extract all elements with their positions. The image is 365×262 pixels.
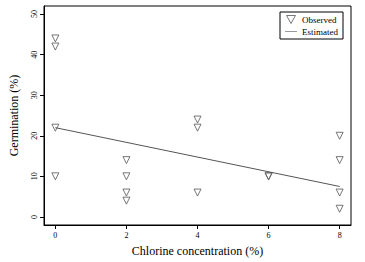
svg-text:4: 4	[196, 231, 200, 240]
svg-text:40: 40	[30, 51, 39, 59]
svg-text:Estimated: Estimated	[302, 27, 338, 37]
svg-text:Germination (%): Germination (%)	[7, 75, 21, 157]
svg-text:30: 30	[30, 91, 39, 99]
svg-text:6: 6	[267, 231, 271, 240]
svg-text:0: 0	[30, 215, 39, 219]
svg-text:20: 20	[30, 132, 39, 140]
svg-text:10: 10	[30, 172, 39, 180]
svg-text:Chlorine concentration (%): Chlorine concentration (%)	[132, 244, 263, 258]
svg-text:Observed: Observed	[302, 15, 337, 25]
svg-text:8: 8	[338, 231, 342, 240]
svg-text:0: 0	[53, 231, 57, 240]
svg-text:50: 50	[30, 10, 39, 18]
svg-text:2: 2	[124, 231, 128, 240]
